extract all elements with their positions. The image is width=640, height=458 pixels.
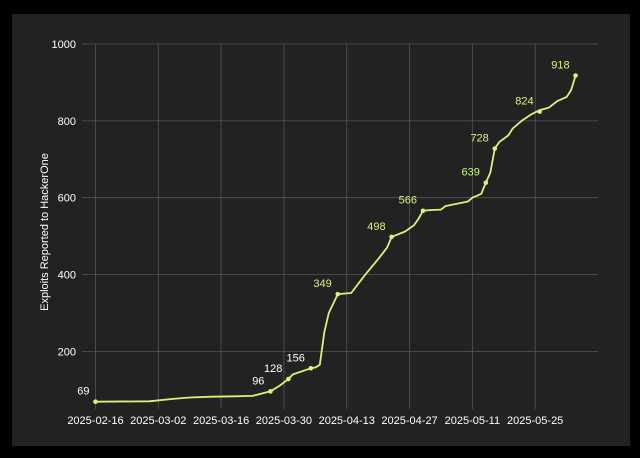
data-label: 824 [515,96,533,108]
data-point [308,365,314,371]
data-point [573,73,578,78]
grid-layer [82,43,598,409]
x-tick-label: 2025-03-30 [256,415,312,427]
x-axis-ticks: 2025-02-16 2025-03-02 2025-03-16 2025-03-30… [67,415,563,427]
x-tick-label: 2025-04-13 [319,415,375,427]
data-label: 639 [461,167,479,179]
series-layer [95,75,577,403]
data-label: 128 [264,363,282,375]
y-tick-label: 1000 [52,39,76,51]
data-label: 728 [470,133,488,145]
y-axis-label: Exploits Reported to HackerOne [39,153,51,311]
data-point [492,146,498,151]
chart-frame: 200 400 600 800 1000 2025-02-16 2025-03-02 202… [12,14,630,446]
x-tick-label: 2025-02-16 [67,415,123,427]
x-tick-label: 2025-05-25 [507,415,563,427]
y-tick-label: 200 [58,346,76,358]
data-point [268,389,273,394]
series-line [95,75,577,403]
data-label: 156 [286,352,304,364]
x-tick-label: 2025-04-27 [381,415,437,427]
data-point [335,291,341,297]
data-label: 96 [252,375,264,387]
data-point [93,399,98,405]
data-label: 566 [399,195,417,207]
data-point [537,109,542,114]
data-label: 918 [551,60,569,72]
y-axis-ticks: 200 400 600 800 1000 [52,39,76,358]
y-tick-label: 800 [58,116,76,128]
data-point [389,234,394,240]
data-label: 349 [313,278,331,290]
x-tick-label: 2025-05-11 [445,415,500,427]
x-tick-label: 2025-03-02 [130,415,186,427]
data-point [483,180,489,185]
y-tick-label: 600 [58,193,76,205]
data-point [286,376,291,382]
x-tick-label: 2025-03-16 [193,415,249,427]
data-label: 498 [367,221,385,233]
y-tick-label: 400 [58,270,76,282]
data-label: 69 [77,386,89,398]
data-point [420,208,426,214]
